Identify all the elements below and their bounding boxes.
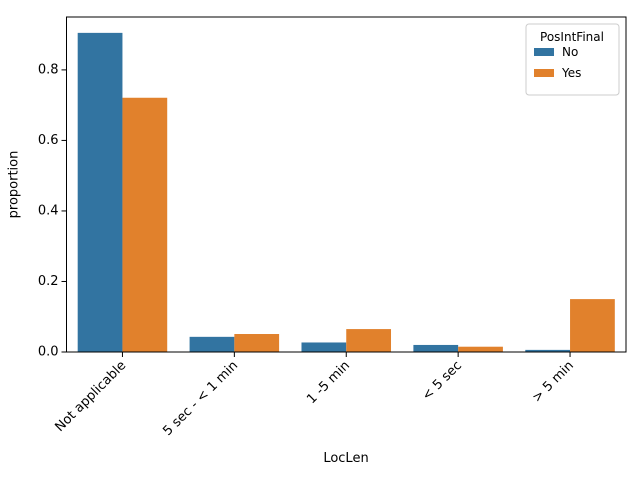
legend: PosIntFinal No Yes	[525, 23, 620, 96]
y-tick-label-3: 0.6	[38, 133, 59, 148]
y-tick-label-2: 0.4	[38, 203, 59, 218]
y-axis: 0.0 0.2 0.4 0.6 0.8	[38, 62, 67, 360]
x-tick-label-4: > 5 min	[530, 358, 577, 405]
x-tick-label-2: 1 -5 min	[304, 358, 353, 407]
bar-yes-4	[570, 299, 615, 352]
bars-group	[77, 32, 615, 353]
x-tick-label-0: Not applicable	[53, 358, 130, 435]
x-axis: Not applicable 5 sec - < 1 min 1 -5 min < 5…	[53, 352, 577, 439]
x-tick-label-3: < 5 sec	[419, 358, 465, 404]
legend-label-no: No	[562, 45, 578, 59]
bar-no-4	[525, 349, 571, 352]
y-tick-label-4: 0.8	[38, 62, 59, 77]
bar-yes-1	[234, 334, 280, 352]
legend-swatch-no	[534, 48, 554, 56]
bar-no-0	[77, 32, 123, 353]
x-axis-title: LocLen	[323, 451, 368, 466]
legend-label-yes: Yes	[561, 66, 581, 80]
bar-yes-0	[122, 97, 168, 353]
y-tick-label-1: 0.2	[38, 274, 59, 289]
legend-swatch-yes	[534, 69, 554, 77]
bar-yes-3	[458, 346, 503, 352]
bar-yes-2	[346, 329, 392, 352]
y-tick-label-0: 0.0	[38, 345, 59, 360]
legend-frame	[525, 23, 620, 96]
bar-no-3	[413, 344, 459, 352]
bar-no-2	[301, 342, 347, 352]
bar-no-1	[189, 336, 235, 352]
x-tick-label-1: 5 sec - < 1 min	[160, 358, 241, 439]
y-axis-title: proportion	[7, 151, 22, 219]
legend-title: PosIntFinal	[540, 30, 604, 44]
